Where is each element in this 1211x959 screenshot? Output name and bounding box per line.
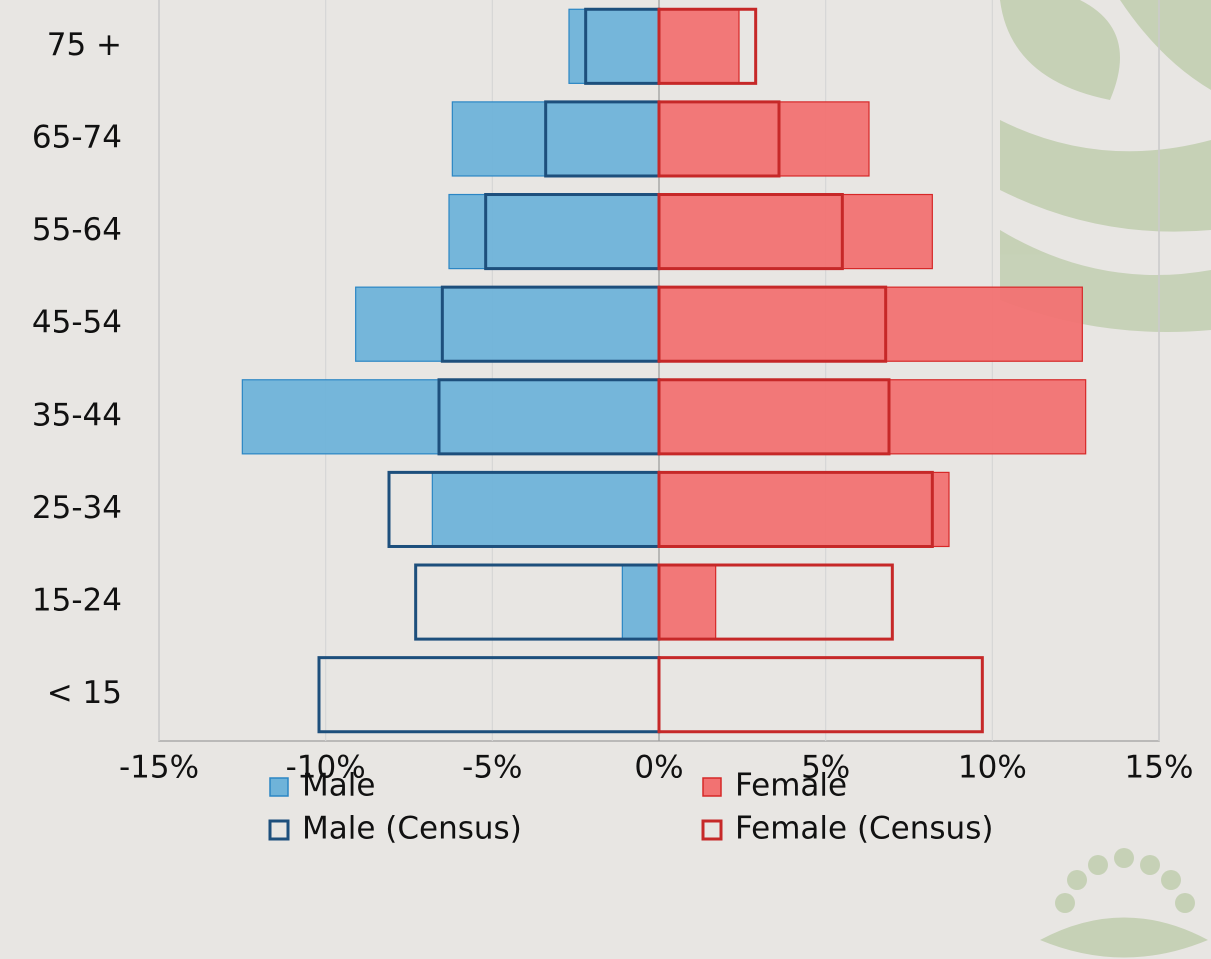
bar (659, 565, 716, 639)
legend-label: Male (Census) (302, 811, 522, 847)
legend-label: Female (735, 768, 847, 804)
bar (659, 380, 1086, 454)
x-tick-label: -15% (119, 750, 199, 786)
census-bar (319, 658, 659, 732)
legend-label: Female (Census) (735, 811, 993, 847)
y-tick-label: 25-34 (32, 490, 122, 526)
decoration (1000, 0, 1211, 958)
x-tick-label: 15% (1125, 750, 1194, 786)
y-tick-label: 45-54 (32, 305, 122, 341)
bar (659, 472, 949, 546)
bar (659, 102, 869, 176)
census-bar (659, 658, 982, 732)
y-tick-label: < 15 (47, 675, 122, 711)
y-tick-label: 75 + (47, 27, 122, 63)
x-tick-label: 10% (958, 750, 1027, 786)
legend-swatch (270, 778, 288, 796)
bar (432, 472, 659, 546)
bar (659, 287, 1082, 361)
bar (242, 380, 659, 454)
x-tick-label: -5% (462, 750, 522, 786)
bar (622, 565, 659, 639)
bar (452, 102, 659, 176)
bar (659, 195, 932, 269)
x-tick-label: 0% (634, 750, 683, 786)
legend-label: Male (302, 768, 375, 804)
bar (449, 195, 659, 269)
bar (356, 287, 659, 361)
legend-swatch (703, 821, 721, 839)
legend-swatch (703, 778, 721, 796)
y-tick-label: 35-44 (32, 397, 122, 433)
chart: -15%-10%-5%0%5%10%15%75 +65-7455-6445-54… (0, 0, 1211, 959)
bar (569, 9, 659, 83)
y-tick-label: 15-24 (32, 583, 122, 619)
legend-swatch (270, 821, 288, 839)
y-tick-label: 55-64 (32, 212, 122, 248)
y-tick-label: 65-74 (32, 119, 122, 155)
bar (659, 9, 739, 83)
